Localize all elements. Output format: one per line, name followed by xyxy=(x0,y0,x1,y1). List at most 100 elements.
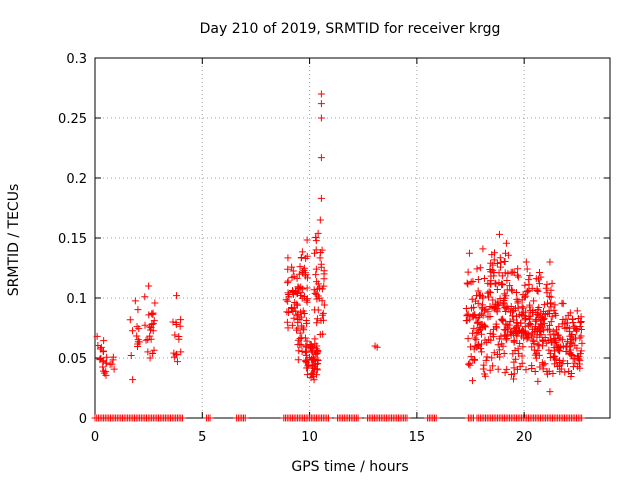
data-point xyxy=(284,279,292,287)
data-point xyxy=(540,307,548,315)
data-point xyxy=(134,343,142,351)
data-point xyxy=(133,323,141,331)
data-point xyxy=(477,310,485,318)
data-point xyxy=(542,284,550,292)
data-point xyxy=(524,287,532,295)
data-point xyxy=(528,332,536,340)
data-point xyxy=(552,326,560,334)
data-point xyxy=(284,265,292,273)
data-point xyxy=(481,372,489,380)
data-point xyxy=(541,360,549,368)
data-point xyxy=(303,337,311,345)
data-point xyxy=(510,336,518,344)
data-point xyxy=(102,368,110,376)
data-point xyxy=(518,359,526,367)
data-point xyxy=(574,354,582,362)
data-point xyxy=(317,317,325,325)
data-point xyxy=(509,312,517,320)
data-point xyxy=(510,306,518,314)
data-point xyxy=(513,295,521,303)
data-point xyxy=(474,299,482,307)
data-point xyxy=(522,258,530,266)
data-point xyxy=(523,265,531,273)
data-point xyxy=(500,331,508,339)
data-point xyxy=(526,319,534,327)
data-point xyxy=(313,315,321,323)
data-point xyxy=(466,315,474,323)
data-point xyxy=(546,353,554,361)
data-point xyxy=(484,308,492,316)
data-point xyxy=(296,263,304,271)
chart-title: Day 210 of 2019, SRMTID for receiver krg… xyxy=(200,21,501,37)
data-point xyxy=(283,308,291,316)
data-point xyxy=(486,366,494,374)
data-point xyxy=(141,293,149,301)
data-point xyxy=(311,306,319,314)
data-point xyxy=(293,300,301,308)
data-point xyxy=(531,367,539,375)
data-point xyxy=(488,354,496,362)
data-point xyxy=(472,336,480,344)
data-point xyxy=(312,234,320,242)
data-point xyxy=(480,361,488,369)
data-point xyxy=(567,332,575,340)
data-point xyxy=(142,336,150,344)
data-point xyxy=(507,331,515,339)
data-point xyxy=(296,335,304,343)
data-point xyxy=(317,90,325,98)
data-point xyxy=(577,347,585,355)
data-point xyxy=(522,366,530,374)
data-point xyxy=(299,269,307,277)
data-point xyxy=(463,279,471,287)
data-point xyxy=(469,356,477,364)
data-point xyxy=(577,317,585,325)
data-point xyxy=(303,359,311,367)
data-point xyxy=(507,303,515,311)
data-point xyxy=(562,315,570,323)
data-point xyxy=(177,348,185,356)
data-point xyxy=(499,300,507,308)
data-point xyxy=(175,335,183,343)
data-point xyxy=(373,343,381,351)
data-point xyxy=(311,249,318,257)
data-point xyxy=(547,293,555,301)
x-tick-label: 15 xyxy=(409,430,426,445)
data-point xyxy=(151,299,159,307)
data-point xyxy=(547,286,555,294)
data-point xyxy=(494,365,502,373)
data-point xyxy=(568,351,576,359)
data-point xyxy=(313,371,321,379)
data-point xyxy=(513,319,521,327)
data-point xyxy=(567,369,575,377)
data-point xyxy=(575,355,583,363)
data-point xyxy=(536,269,544,277)
data-point xyxy=(282,296,290,304)
data-point xyxy=(145,282,153,290)
data-point xyxy=(500,349,508,357)
data-point xyxy=(490,303,498,311)
data-point xyxy=(495,335,503,343)
data-point xyxy=(173,292,181,300)
data-point xyxy=(516,339,524,347)
data-point xyxy=(317,194,325,202)
y-tick-label: 0.2 xyxy=(66,172,87,187)
data-point xyxy=(561,320,569,328)
data-point xyxy=(467,304,475,312)
data-point xyxy=(551,301,559,309)
data-point xyxy=(489,296,497,304)
data-point xyxy=(312,271,320,279)
data-point xyxy=(500,290,508,298)
data-point xyxy=(534,377,542,385)
data-point xyxy=(317,154,325,162)
data-point xyxy=(505,321,513,329)
data-point xyxy=(99,363,107,371)
data-point xyxy=(149,320,157,328)
data-point xyxy=(490,256,498,264)
data-point xyxy=(578,414,586,422)
data-point xyxy=(531,327,539,335)
data-point xyxy=(577,319,585,327)
data-point xyxy=(303,284,311,292)
data-point xyxy=(472,329,480,337)
y-axis-label: SRMTID / TECUs xyxy=(6,184,22,297)
data-point xyxy=(403,414,411,422)
